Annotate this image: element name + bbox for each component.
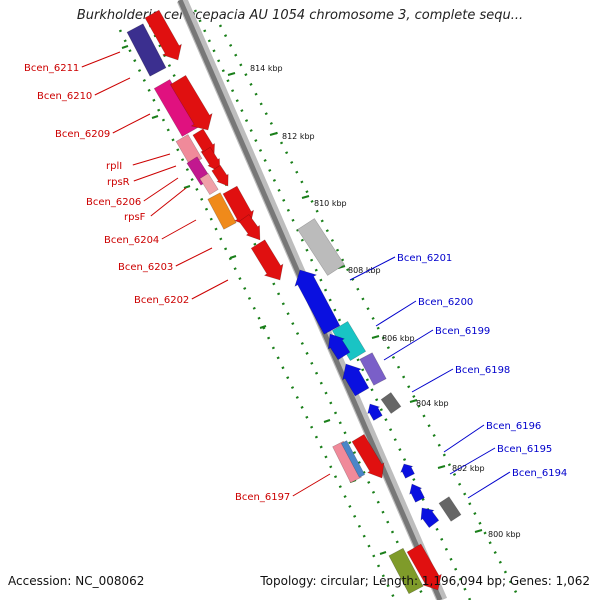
gene-feature[interactable] xyxy=(331,320,367,362)
major-tick xyxy=(371,335,380,339)
leader-line xyxy=(375,300,417,327)
gene-label-bcen_6198[interactable]: Bcen_6198 xyxy=(455,365,510,376)
gene-label-rpsr[interactable]: rpsR xyxy=(107,177,130,188)
gene-label-bcen_6211[interactable]: Bcen_6211 xyxy=(24,63,79,74)
leader-line xyxy=(449,447,496,475)
position-label: 808 kbp xyxy=(348,266,381,275)
major-tick xyxy=(437,465,446,469)
gene-label-bcen_6209[interactable]: Bcen_6209 xyxy=(55,129,110,140)
gene-feature[interactable] xyxy=(144,9,182,61)
leader-line xyxy=(112,113,151,134)
leader-line xyxy=(191,279,229,300)
gene-feature[interactable] xyxy=(175,134,203,166)
gene-label-bcen_6197[interactable]: Bcen_6197 xyxy=(235,492,290,503)
gene-label-bcen_6201[interactable]: Bcen_6201 xyxy=(397,253,452,264)
gene-label-bcen_6200[interactable]: Bcen_6200 xyxy=(418,297,473,308)
gene-feature[interactable] xyxy=(238,214,261,241)
leader-line xyxy=(467,471,511,499)
leader-line xyxy=(349,256,396,281)
gene-label-bcen_6203[interactable]: Bcen_6203 xyxy=(118,262,173,273)
major-tick xyxy=(229,255,237,259)
gene-feature[interactable] xyxy=(201,146,221,173)
major-tick xyxy=(227,72,236,76)
gene-label-bcen_6194[interactable]: Bcen_6194 xyxy=(512,468,567,479)
gene-label-bcen_6206[interactable]: Bcen_6206 xyxy=(86,197,141,208)
leader-line xyxy=(133,165,177,182)
position-label: 802 kbp xyxy=(452,464,485,473)
leader-line xyxy=(132,153,171,166)
gene-feature[interactable] xyxy=(327,333,351,361)
position-label: 804 kbp xyxy=(416,399,449,408)
leader-line xyxy=(383,329,434,361)
major-tick xyxy=(409,399,418,403)
position-label: 806 kbp xyxy=(382,334,415,343)
topology-stats: Topology: circular; Length: 1,196,094 bp… xyxy=(260,574,590,588)
gene-feature[interactable] xyxy=(169,74,213,131)
leader-line xyxy=(292,473,331,497)
tick-track-1 xyxy=(118,29,397,600)
major-tick xyxy=(183,185,191,189)
gene-label-bcen_6204[interactable]: Bcen_6204 xyxy=(104,235,159,246)
gene-feature[interactable] xyxy=(409,483,425,503)
position-label: 812 kbp xyxy=(282,132,315,141)
leader-line xyxy=(81,51,121,68)
position-label: 810 kbp xyxy=(314,199,347,208)
major-tick xyxy=(301,195,310,199)
major-tick xyxy=(269,132,278,136)
gene-feature[interactable] xyxy=(380,392,402,414)
leader-line xyxy=(150,187,187,217)
major-tick xyxy=(323,419,331,423)
gene-feature[interactable] xyxy=(359,352,387,386)
gene-feature[interactable] xyxy=(367,403,383,421)
tick-track-4 xyxy=(218,24,522,600)
leader-line xyxy=(161,219,197,240)
position-label: 814 kbp xyxy=(250,64,283,73)
leader-line xyxy=(94,77,131,96)
gene-feature[interactable] xyxy=(342,363,370,397)
gene-feature[interactable] xyxy=(297,218,345,276)
accession-text: Accession: NC_008062 xyxy=(8,574,145,588)
gene-feature[interactable] xyxy=(207,192,237,230)
gene-feature[interactable] xyxy=(351,433,385,479)
gene-label-bcen_6202[interactable]: Bcen_6202 xyxy=(134,295,189,306)
gene-label-rpli[interactable]: rplI xyxy=(106,161,122,172)
gene-label-bcen_6196[interactable]: Bcen_6196 xyxy=(486,421,541,432)
gene-feature[interactable] xyxy=(222,185,255,227)
major-tick xyxy=(474,529,483,533)
leader-line xyxy=(143,177,179,202)
leader-line xyxy=(411,368,454,393)
gene-label-bcen_6210[interactable]: Bcen_6210 xyxy=(37,91,92,102)
gene-feature[interactable] xyxy=(199,172,219,196)
major-tick xyxy=(379,551,387,555)
gene-feature[interactable] xyxy=(250,239,284,281)
leader-line xyxy=(443,424,485,453)
gene-label-bcen_6195[interactable]: Bcen_6195 xyxy=(497,444,552,455)
gene-feature[interactable] xyxy=(388,547,424,595)
gene-feature[interactable] xyxy=(126,23,167,77)
leader-line xyxy=(175,247,213,267)
gene-label-rpsf[interactable]: rpsF xyxy=(124,212,146,223)
gene-feature[interactable] xyxy=(406,543,442,591)
major-tick xyxy=(259,325,267,329)
gene-feature[interactable] xyxy=(420,507,440,529)
gene-label-bcen_6199[interactable]: Bcen_6199 xyxy=(435,326,490,337)
gene-feature[interactable] xyxy=(332,440,362,484)
gene-feature[interactable] xyxy=(294,269,341,335)
position-label: 800 kbp xyxy=(488,530,521,539)
gene-feature[interactable] xyxy=(211,164,229,187)
major-tick xyxy=(151,115,159,119)
major-tick xyxy=(121,45,129,49)
gene-feature[interactable] xyxy=(438,496,462,522)
gene-feature[interactable] xyxy=(340,440,366,478)
gene-feature[interactable] xyxy=(400,463,415,479)
